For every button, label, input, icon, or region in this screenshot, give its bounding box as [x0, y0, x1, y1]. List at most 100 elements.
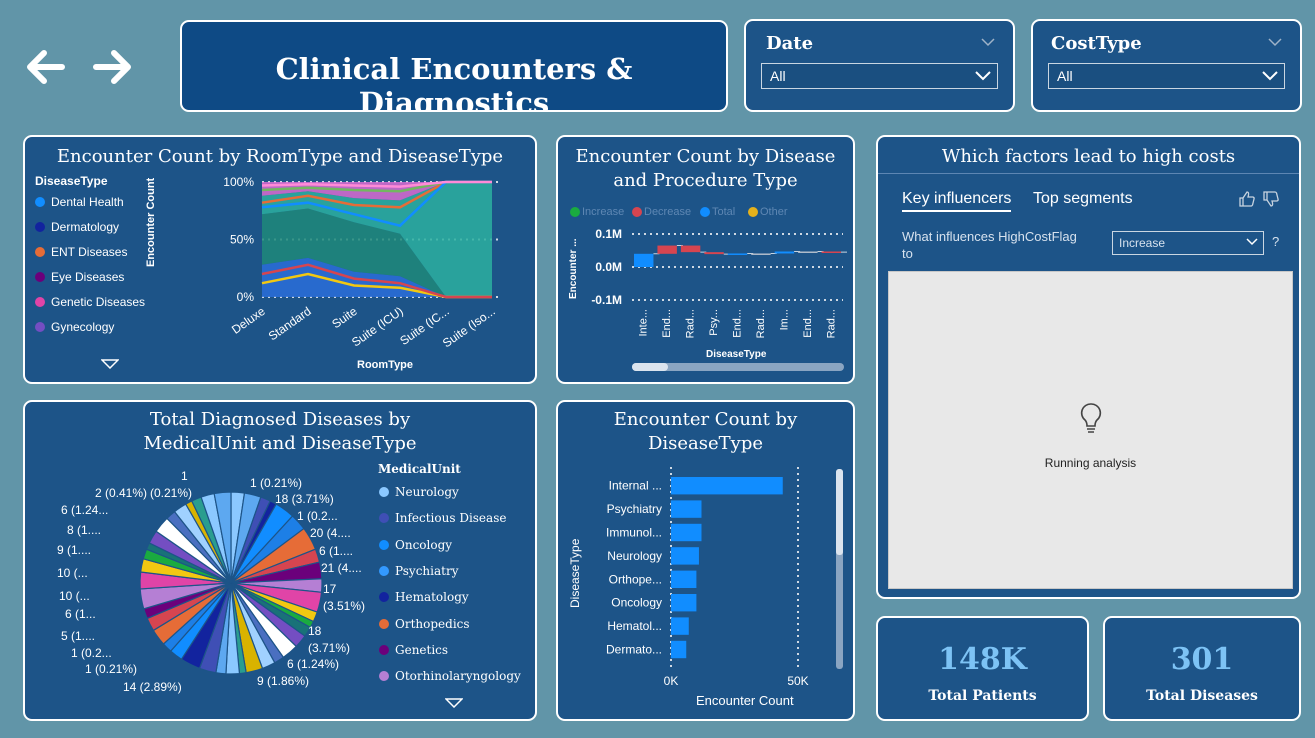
- back-arrow-icon[interactable]: [22, 44, 68, 90]
- legend-item[interactable]: Otorhinolaryngology: [379, 669, 521, 683]
- page-title-card: Clinical Encounters & Diagnostics: [180, 20, 728, 112]
- thumbs-down-icon[interactable]: [1262, 190, 1280, 208]
- date-filter[interactable]: Date All: [744, 19, 1015, 112]
- legend-swatch: [35, 197, 45, 207]
- x-tick-label: Suite (Iso...: [440, 304, 498, 350]
- vertical-scrollbar[interactable]: [836, 469, 843, 669]
- legend-more-icon[interactable]: [101, 359, 119, 369]
- bar: [671, 547, 699, 565]
- legend-title: MedicalUnit: [378, 462, 461, 476]
- scrollbar-thumb[interactable]: [836, 469, 843, 555]
- question-prefix: What influences HighCostFlag: [902, 229, 1077, 244]
- area-band: [262, 208, 492, 297]
- legend-item[interactable]: Hematology: [379, 590, 469, 604]
- legend-item[interactable]: Genetics: [379, 643, 448, 657]
- y-tick-label: Hematol...: [607, 619, 662, 633]
- thumbs-up-icon[interactable]: [1238, 190, 1256, 208]
- waterfall-bar: [634, 253, 654, 267]
- bar: [671, 477, 783, 495]
- series-line: [261, 180, 492, 188]
- legend-label: Gynecology: [51, 320, 115, 334]
- legend-item[interactable]: Orthopedics: [379, 617, 470, 631]
- x-tick-label: Rad...: [685, 309, 697, 338]
- waterfall-bar: [704, 252, 724, 255]
- legend-item[interactable]: Oncology: [379, 538, 452, 552]
- medicalunit-disease-pie-chart: Total Diagnosed Diseases by MedicalUnit …: [23, 400, 537, 721]
- highcost-value-dropdown[interactable]: Increase: [1112, 231, 1264, 255]
- legend-label: Total: [712, 206, 736, 218]
- legend-item[interactable]: Eye Diseases: [35, 270, 124, 284]
- legend-label: Dental Health: [51, 195, 124, 209]
- x-tick-label: Rad...: [825, 309, 837, 338]
- legend-label: Genetic Diseases: [51, 295, 146, 309]
- legend-label: Oncology: [395, 537, 453, 552]
- chevron-down-icon: [975, 71, 991, 81]
- influence-question: What influences HighCostFlag to: [902, 228, 1077, 262]
- dropdown-selected-value: Increase: [1119, 236, 1166, 250]
- legend-item[interactable]: Genetic Diseases: [35, 295, 145, 309]
- legend-item[interactable]: Increase: [570, 206, 624, 218]
- legend-swatch: [632, 207, 642, 217]
- chevron-down-icon[interactable]: [981, 37, 995, 47]
- legend-title: DiseaseType: [35, 174, 108, 188]
- forward-arrow-icon[interactable]: [90, 44, 136, 90]
- legend-item[interactable]: Other: [748, 206, 788, 218]
- pie-plot: 1 (0.21%) 18 (3.71%) 1 (0.2... 20 (4.... 6 (…: [57, 469, 365, 694]
- question-suffix: to: [902, 246, 913, 261]
- legend-swatch: [379, 487, 389, 497]
- waterfall-bar: [821, 251, 841, 253]
- horizontal-scrollbar[interactable]: [632, 363, 844, 371]
- bar: [671, 594, 697, 612]
- legend-item[interactable]: Dermatology: [35, 220, 119, 234]
- y-tick-label: Neurology: [607, 549, 662, 563]
- x-axis-label: Encounter Count: [696, 693, 794, 708]
- costtype-filter[interactable]: CostType All: [1031, 19, 1302, 112]
- x-tick-label: 0K: [664, 674, 679, 688]
- page-title: Clinical Encounters & Diagnostics: [275, 52, 633, 112]
- scrollbar-thumb[interactable]: [632, 363, 668, 371]
- legend-swatch: [35, 222, 45, 232]
- x-tick-label: End...: [732, 309, 744, 338]
- x-tick-label: Psy...: [708, 309, 720, 336]
- x-tick-label: Rad...: [755, 309, 767, 338]
- data-label: 20 (4....: [310, 526, 351, 540]
- data-label: 14 (2.89%): [123, 680, 182, 694]
- x-tick-label: End...: [802, 309, 814, 338]
- bar: [671, 523, 702, 542]
- kpi-label: Total Patients: [928, 688, 1037, 704]
- legend-item[interactable]: Gynecology: [35, 320, 114, 334]
- legend-swatch: [35, 297, 45, 307]
- x-axis-label: DiseaseType: [706, 349, 767, 360]
- chevron-down-icon[interactable]: [1268, 37, 1282, 47]
- legend-more-icon[interactable]: [445, 698, 463, 708]
- data-label: 21 (4....: [321, 561, 362, 575]
- legend-label: Psychiatry: [395, 563, 459, 578]
- legend-item[interactable]: Dental Health: [35, 195, 124, 209]
- legend-item[interactable]: Infectious Disease: [379, 511, 506, 525]
- legend-item[interactable]: Decrease: [632, 206, 691, 218]
- legend-label: Orthopedics: [395, 616, 470, 631]
- kpi-value: 301: [1170, 642, 1234, 677]
- legend-item[interactable]: Total: [700, 206, 735, 218]
- date-filter-label: Date: [766, 33, 814, 54]
- help-icon[interactable]: ?: [1272, 234, 1280, 249]
- series-line: [261, 263, 492, 299]
- chart-title: Encounter Count by Disease and Procedure…: [575, 146, 836, 191]
- chart-title: Total Diagnosed Diseases by MedicalUnit …: [143, 409, 417, 454]
- legend-swatch: [700, 207, 710, 217]
- data-label: 17: [323, 582, 337, 596]
- data-label: 6 (1....: [319, 544, 353, 558]
- legend-item[interactable]: Psychiatry: [379, 564, 458, 578]
- waterfall-bar: [798, 251, 818, 253]
- legend-swatch: [748, 207, 758, 217]
- date-dropdown[interactable]: All: [761, 63, 998, 89]
- legend-item[interactable]: ENT Diseases: [35, 245, 127, 259]
- tab-key-influencers[interactable]: Key influencers: [902, 190, 1012, 212]
- x-tick-label: Standard: [266, 304, 314, 343]
- tab-top-segments[interactable]: Top segments: [1033, 190, 1133, 207]
- costtype-dropdown[interactable]: All: [1048, 63, 1285, 89]
- status-text: Running analysis: [1044, 456, 1137, 470]
- y-tick-label: 100%: [223, 175, 254, 189]
- legend-item[interactable]: Neurology: [379, 485, 459, 499]
